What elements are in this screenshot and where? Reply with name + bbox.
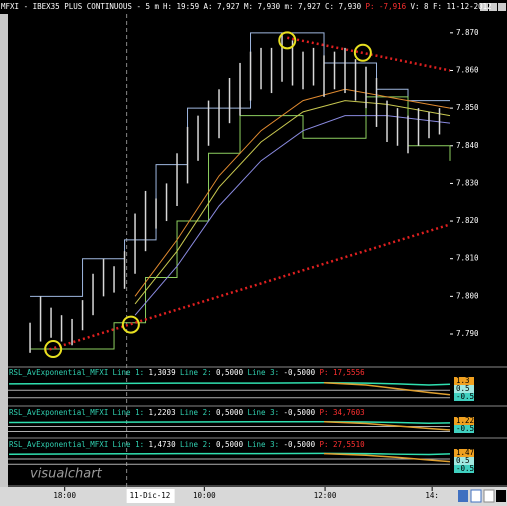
indicator-header: P: — [320, 368, 329, 377]
y-tick-label: 7.820 — [456, 216, 479, 225]
indicator-line — [9, 421, 451, 425]
moving-average — [134, 88, 451, 297]
header-text: F: 11-12-2012 — [433, 2, 492, 11]
indicator-header: Line 1: — [113, 440, 145, 449]
x-tick-label: 14: — [425, 491, 439, 500]
header-text: V: 8 — [411, 2, 430, 11]
indicator-line — [323, 452, 451, 463]
indicator-header: RSL_AvExponential_MFXI — [9, 408, 108, 417]
icon[interactable] — [458, 490, 468, 502]
y-tick-label: 7.860 — [456, 65, 479, 74]
indicator-header: Line 3: — [248, 368, 280, 377]
y-tick-label: 7.870 — [456, 28, 479, 37]
y-tick-label: 7.830 — [456, 178, 479, 187]
indicator-header: Line 2: — [180, 408, 212, 417]
header-text: H: 19:59 — [163, 2, 199, 11]
indicator-header: Line 1: — [113, 368, 145, 377]
indicator-line — [9, 452, 451, 456]
value-badge-text: 1.47 — [456, 448, 474, 457]
indicator-header: 0,5000 — [216, 440, 244, 449]
indicator-header: 34,7603 — [333, 408, 365, 417]
value-badge-text: 0.5 — [456, 456, 470, 465]
close-button[interactable] — [498, 3, 506, 11]
indicator-header: -0,5000 — [284, 368, 316, 377]
header-text: M: 7,930 — [244, 2, 281, 11]
indicator-header: 1,3039 — [149, 368, 176, 377]
value-badge — [454, 393, 474, 401]
day-label-box — [126, 489, 175, 503]
highlight-circle — [121, 315, 140, 334]
value-badge-text: 1.3 — [456, 376, 470, 385]
left-margin — [0, 14, 8, 487]
indicator-header: RSL_AvExponential_MFXI — [9, 440, 108, 449]
value-badge-text: -0.5 — [456, 464, 474, 473]
moving-average — [134, 115, 451, 316]
value-badge — [454, 417, 474, 425]
trend-line — [44, 223, 451, 353]
indicator-header: Line 3: — [248, 440, 280, 449]
indicator-header: 0,5000 — [216, 408, 244, 417]
highlight-circle — [353, 43, 372, 62]
value-badge — [454, 425, 474, 433]
value-badge-text: 1.22 — [456, 416, 474, 425]
x-tick-label: 12:00 — [314, 491, 337, 500]
x-tick-label: 18:00 — [53, 491, 76, 500]
icon[interactable] — [470, 489, 482, 503]
indicator-header: 27,5510 — [333, 440, 365, 449]
value-badge — [454, 457, 474, 465]
highlight-circle — [278, 31, 297, 50]
header-text: MFXI - IBEX35 PLUS CONTINUOUS - 5 m — [1, 2, 160, 11]
moving-average — [134, 100, 451, 305]
y-tick-label: 7.850 — [456, 103, 479, 112]
indicator-header: 1,2203 — [149, 408, 176, 417]
indicator-header: 1,4730 — [149, 440, 177, 449]
header-text: C: 7,930 — [325, 2, 362, 11]
indicator-header: Line 1: — [113, 408, 145, 417]
header-text: P: -7,916 — [366, 2, 407, 11]
value-badge — [454, 449, 474, 457]
indicator-line — [323, 382, 451, 396]
minimize-button[interactable] — [480, 3, 488, 11]
day-label: 11-Dic-12 — [130, 491, 171, 500]
value-badge — [454, 377, 474, 385]
highlight-circle — [44, 340, 63, 359]
indicator-line — [323, 421, 451, 431]
value-badge-text: -0.5 — [456, 392, 474, 401]
indicator-header: P: — [320, 408, 329, 417]
header-text: A: 7,927 — [204, 2, 240, 11]
y-tick-label: 7.840 — [456, 141, 479, 150]
indicator-header: -0,5000 — [284, 408, 316, 417]
y-tick-label: 7.800 — [456, 291, 479, 300]
logo: visualchart — [30, 467, 103, 482]
toolbar-icons[interactable] — [458, 489, 506, 503]
icon[interactable] — [483, 489, 495, 503]
indicator-header: 17,5556 — [333, 368, 365, 377]
y-tick-label: 7.810 — [456, 254, 479, 263]
indicator-line — [9, 381, 451, 386]
indicator-header: 0,5000 — [216, 368, 244, 377]
indicator-header: Line 3: — [248, 408, 280, 417]
value-badge — [454, 465, 474, 473]
indicator-header: Line 2: — [180, 368, 212, 377]
indicator-header: P: — [320, 440, 329, 449]
header-text: m: 7,927 — [285, 2, 321, 11]
icon[interactable] — [496, 490, 506, 502]
indicator-header: -0,5000 — [284, 440, 316, 449]
value-badge-text: -0.5 — [456, 424, 474, 433]
value-badge — [454, 385, 474, 393]
maximize-button[interactable] — [489, 3, 497, 11]
indicator-header: RSL_AvExponential_MFXI — [9, 368, 108, 377]
y-tick-label: 7.790 — [456, 329, 479, 338]
x-tick-label: 10:00 — [193, 491, 216, 500]
window-buttons[interactable] — [480, 3, 506, 11]
indicator-header: Line 2: — [180, 440, 212, 449]
value-badge-text: 0.5 — [456, 384, 470, 393]
